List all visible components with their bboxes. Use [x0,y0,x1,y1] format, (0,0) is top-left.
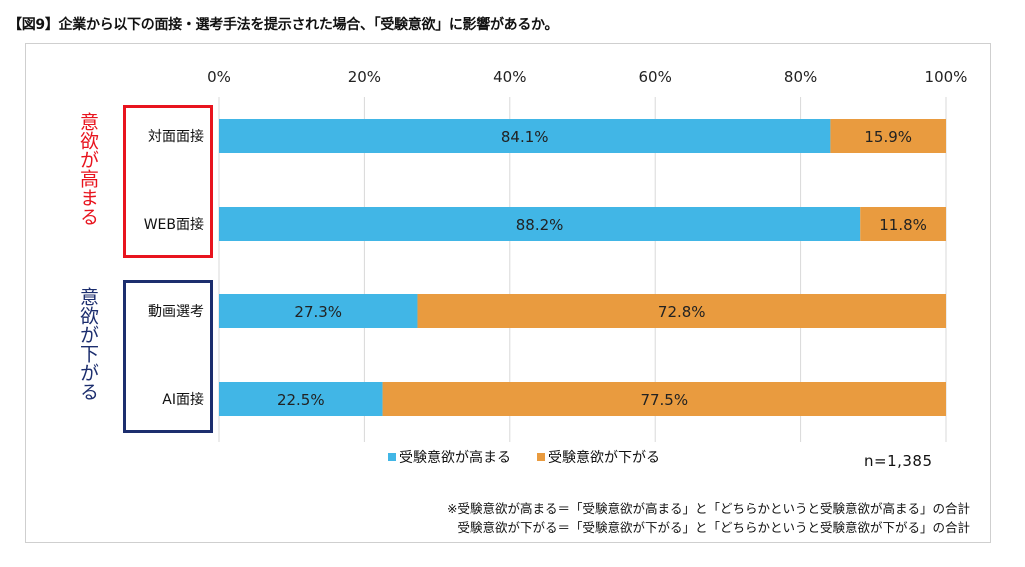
category-label: 対面面接 [148,128,204,145]
legend: 受験意欲が高まる 受験意欲が下がる [388,447,660,467]
group-box-decrease [123,280,213,433]
data-label: 11.8% [879,216,927,234]
data-label: 15.9% [864,128,912,146]
bar-segment [830,119,946,153]
x-tick-label: 80% [784,68,817,86]
bar-segment [417,294,946,328]
group-box-increase [123,105,213,258]
category-label: 動画選考 [148,304,204,320]
bar-segment [219,294,418,328]
group-label-increase: 意欲が高まる [77,112,99,226]
data-label: 22.5% [277,391,325,409]
bar-segment [219,207,861,241]
x-tick-label: 40% [493,68,526,86]
group-label-decrease: 意欲が下がる [77,287,99,401]
data-label: 72.8% [658,303,706,321]
x-tick-label: 0% [207,68,231,86]
bar-segment [219,382,383,416]
legend-item-decrease: 受験意欲が下がる [537,447,660,467]
data-label: 77.5% [640,391,688,409]
legend-swatch-increase [388,453,396,461]
footnote-line-2: 受験意欲が下がる＝「受験意欲が下がる」と「どちらかというと受験意欲が下がる」の合… [457,520,970,535]
x-tick-label: 60% [639,68,672,86]
bar-segment [382,382,946,416]
legend-label-decrease: 受験意欲が下がる [548,450,660,466]
sample-size: n=1,385 [864,452,933,470]
chart-frame [25,43,991,543]
data-label: 27.3% [294,303,342,321]
x-tick-label: 100% [925,68,968,86]
footnotes: ※受験意欲が高まる＝「受験意欲が高まる」と「どちらかというと受験意欲が高まる」の… [447,499,970,537]
x-tick-label: 20% [348,68,381,86]
legend-label-increase: 受験意欲が高まる [399,450,511,466]
footnote-line-1: ※受験意欲が高まる＝「受験意欲が高まる」と「どちらかというと受験意欲が高まる」の… [447,501,970,516]
category-label: AI面接 [162,391,204,408]
data-label: 88.2% [516,216,564,234]
category-label: WEB面接 [144,216,204,233]
legend-swatch-decrease [537,453,545,461]
data-label: 84.1% [501,128,549,146]
bar-segment [219,119,831,153]
bar-segment [860,207,946,241]
figure-title: 【図9】企業から以下の面接・選考手法を提示された場合、「受験意欲」に影響があるか… [8,17,559,33]
legend-item-increase: 受験意欲が高まる [388,447,511,467]
